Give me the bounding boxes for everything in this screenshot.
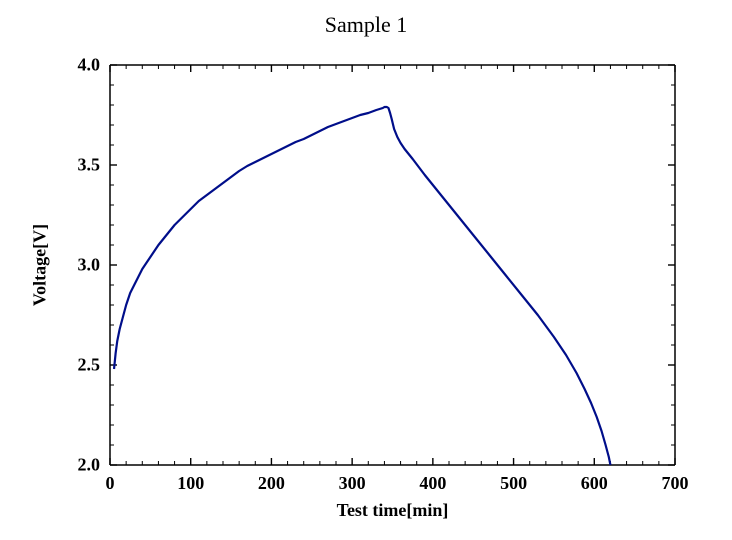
x-tick-label: 700 bbox=[662, 473, 689, 494]
x-tick-label: 200 bbox=[258, 473, 285, 494]
x-tick-label: 500 bbox=[500, 473, 527, 494]
y-tick-label: 2.0 bbox=[78, 455, 101, 476]
x-tick-label: 300 bbox=[339, 473, 366, 494]
chart-container: Sample 1 Voltage[V] Test time[min] 01002… bbox=[0, 0, 732, 540]
x-tick-label: 0 bbox=[106, 473, 115, 494]
x-tick-label: 100 bbox=[177, 473, 204, 494]
y-tick-label: 3.0 bbox=[78, 255, 101, 276]
x-tick-label: 600 bbox=[581, 473, 608, 494]
y-tick-label: 2.5 bbox=[78, 355, 101, 376]
x-tick-label: 400 bbox=[419, 473, 446, 494]
y-tick-label: 4.0 bbox=[78, 55, 101, 76]
chart-plot-area bbox=[0, 0, 732, 540]
y-tick-label: 3.5 bbox=[78, 155, 101, 176]
voltage-series bbox=[114, 107, 610, 465]
